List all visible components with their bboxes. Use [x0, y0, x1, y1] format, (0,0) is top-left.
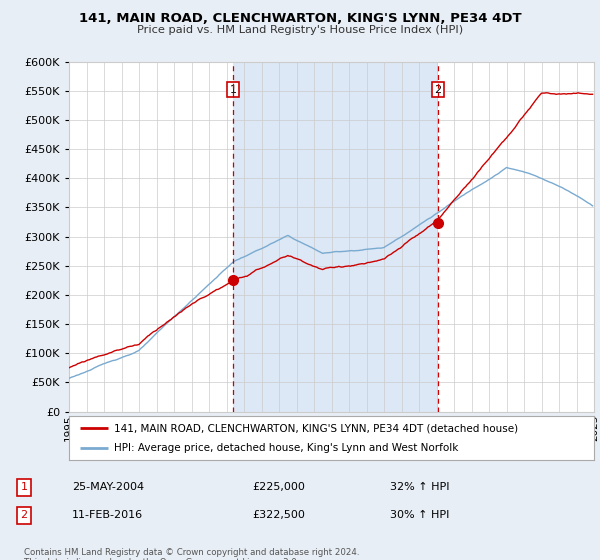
Text: £225,000: £225,000	[252, 482, 305, 492]
Text: HPI: Average price, detached house, King's Lynn and West Norfolk: HPI: Average price, detached house, King…	[113, 443, 458, 453]
Text: Price paid vs. HM Land Registry's House Price Index (HPI): Price paid vs. HM Land Registry's House …	[137, 25, 463, 35]
Text: 30% ↑ HPI: 30% ↑ HPI	[390, 510, 449, 520]
Text: 1: 1	[230, 85, 236, 95]
Text: 32% ↑ HPI: 32% ↑ HPI	[390, 482, 449, 492]
Text: 1: 1	[20, 482, 28, 492]
Text: 141, MAIN ROAD, CLENCHWARTON, KING'S LYNN, PE34 4DT: 141, MAIN ROAD, CLENCHWARTON, KING'S LYN…	[79, 12, 521, 25]
Text: 11-FEB-2016: 11-FEB-2016	[72, 510, 143, 520]
Text: £322,500: £322,500	[252, 510, 305, 520]
Text: 2: 2	[20, 510, 28, 520]
Text: Contains HM Land Registry data © Crown copyright and database right 2024.
This d: Contains HM Land Registry data © Crown c…	[24, 548, 359, 560]
Text: 2: 2	[434, 85, 442, 95]
Bar	[233, 62, 438, 412]
Text: 141, MAIN ROAD, CLENCHWARTON, KING'S LYNN, PE34 4DT (detached house): 141, MAIN ROAD, CLENCHWARTON, KING'S LYN…	[113, 423, 518, 433]
Text: 25-MAY-2004: 25-MAY-2004	[72, 482, 144, 492]
